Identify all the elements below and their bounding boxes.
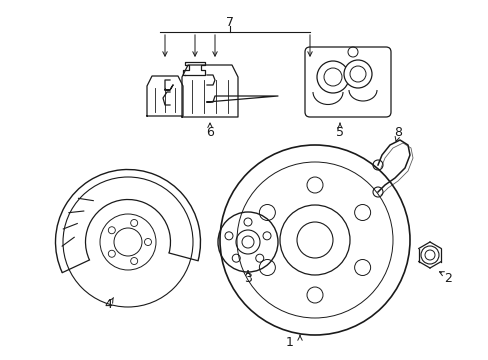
Text: 5: 5 xyxy=(335,126,343,139)
Text: 7: 7 xyxy=(225,15,234,28)
Text: 1: 1 xyxy=(285,336,293,348)
Text: 8: 8 xyxy=(393,126,401,139)
Text: 3: 3 xyxy=(244,271,251,284)
Text: 4: 4 xyxy=(104,298,112,311)
Circle shape xyxy=(316,61,348,93)
Text: 2: 2 xyxy=(443,271,451,284)
Circle shape xyxy=(343,60,371,88)
Text: 6: 6 xyxy=(205,126,214,139)
FancyBboxPatch shape xyxy=(305,47,390,117)
